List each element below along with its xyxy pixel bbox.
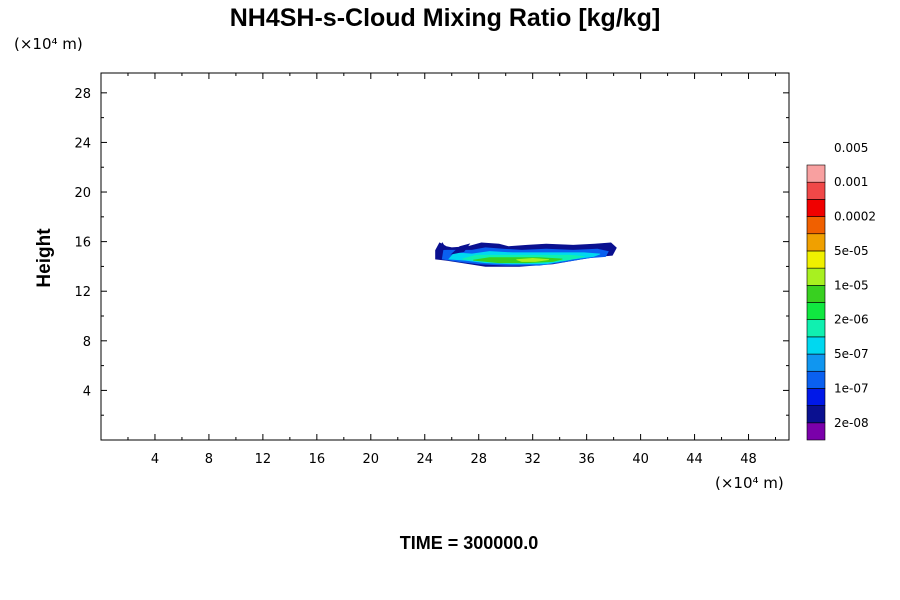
colorbar-swatch: [806, 181, 826, 200]
colorbar-swatch: [806, 199, 826, 217]
y-axis-label: Height: [34, 228, 55, 288]
x-tick-label: 8: [205, 452, 213, 467]
y-tick-label: 20: [74, 186, 91, 201]
colorbar-swatch: [806, 370, 826, 389]
x-tick-label: 24: [416, 452, 433, 467]
x-tick-label: 44: [686, 452, 703, 467]
colorbar-label: 0.005: [834, 141, 868, 155]
colorbar-label: 5e-07: [834, 347, 869, 361]
x-tick-label: 4: [151, 452, 159, 467]
y-tick-label: 12: [74, 285, 91, 300]
colorbar-label: 1e-07: [834, 381, 869, 395]
x-tick-label: 40: [632, 452, 649, 467]
colorbar-label: 0.0002: [834, 210, 876, 224]
colorbar-swatch: [806, 216, 826, 235]
y-tick-label: 16: [74, 236, 91, 251]
colorbar-swatch: [806, 250, 826, 269]
colorbar-swatch: [806, 285, 826, 303]
cloud-contours: [435, 242, 617, 267]
colorbar-swatch: [806, 233, 826, 252]
colorbar: 2e-08 1e-07 5e-07 2e-06 1e-05 5e-05 0.0002 0.00…: [806, 141, 876, 441]
x-tick-label: 16: [309, 452, 326, 467]
colorbar-label: 2e-08: [834, 416, 869, 430]
y-tick-label: 24: [74, 136, 91, 151]
cloud-contour-5: [516, 257, 549, 262]
colorbar-swatch: [806, 422, 826, 441]
x-tick-label: 20: [363, 452, 380, 467]
colorbar-swatch: [806, 319, 826, 338]
x-tick-label: 28: [470, 452, 487, 467]
x-tick-label: 36: [578, 452, 595, 467]
plot-frame: [100, 72, 790, 441]
x-tick-label: 32: [524, 452, 541, 467]
x-tick-label: 48: [740, 452, 757, 467]
colorbar-label: 0.001: [834, 175, 868, 189]
colorbar-swatch: [806, 336, 826, 355]
colorbar-label: 2e-06: [834, 313, 869, 327]
colorbar-swatch: [806, 388, 826, 406]
time-label: TIME = 300000.0: [400, 533, 539, 553]
cloud-contour-7: [437, 242, 447, 251]
y-tick-label: 4: [83, 384, 91, 399]
y-tick-label: 28: [74, 87, 91, 102]
colorbar-swatch: [806, 267, 826, 286]
colorbar-label: 1e-05: [834, 278, 869, 292]
chart-title: NH4SH-s-Cloud Mixing Ratio [kg/kg]: [230, 4, 661, 32]
colorbar-swatch: [806, 164, 826, 183]
colorbar-swatch: [806, 353, 826, 372]
y-tick-label: 8: [83, 335, 91, 350]
x-axis-unit: (×10⁴ m): [715, 474, 784, 492]
colorbar-swatch: [806, 405, 826, 424]
colorbar-label: 5e-05: [834, 244, 869, 258]
x-tick-label: 12: [255, 452, 272, 467]
colorbar-swatch: [806, 302, 826, 320]
y-axis-unit: (×10⁴ m): [14, 35, 83, 53]
cloud-contour-6: [450, 243, 471, 255]
